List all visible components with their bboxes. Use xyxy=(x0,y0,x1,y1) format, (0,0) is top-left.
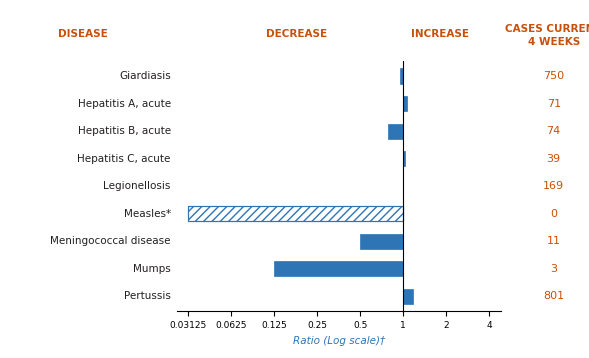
Text: 74: 74 xyxy=(547,126,561,136)
Bar xyxy=(388,124,403,139)
Text: Mumps: Mumps xyxy=(133,264,171,274)
Text: 169: 169 xyxy=(543,181,564,191)
Text: Hepatitis C, acute: Hepatitis C, acute xyxy=(77,154,171,164)
X-axis label: Ratio (Log scale)†: Ratio (Log scale)† xyxy=(293,336,385,346)
Text: Pertussis: Pertussis xyxy=(124,291,171,301)
Bar xyxy=(188,206,403,221)
Bar xyxy=(403,96,407,111)
Text: INCREASE: INCREASE xyxy=(411,29,469,39)
Text: 3: 3 xyxy=(550,264,557,274)
Bar xyxy=(188,206,403,221)
Text: 11: 11 xyxy=(547,236,561,246)
Text: Legionellosis: Legionellosis xyxy=(104,181,171,191)
Text: DISEASE: DISEASE xyxy=(58,29,107,39)
Text: 0: 0 xyxy=(550,209,557,219)
Bar xyxy=(400,68,403,83)
Text: CASES CURRENT
4 WEEKS: CASES CURRENT 4 WEEKS xyxy=(505,24,589,47)
Text: 801: 801 xyxy=(543,291,564,301)
Text: Hepatitis A, acute: Hepatitis A, acute xyxy=(78,98,171,108)
Bar xyxy=(403,289,413,304)
Text: DECREASE: DECREASE xyxy=(266,29,327,39)
Text: 39: 39 xyxy=(547,154,561,164)
Text: 750: 750 xyxy=(543,71,564,81)
Bar xyxy=(403,151,405,166)
Bar xyxy=(360,234,403,249)
Bar xyxy=(274,261,403,276)
Text: 71: 71 xyxy=(547,98,561,108)
Text: Meningococcal disease: Meningococcal disease xyxy=(50,236,171,246)
Text: Giardiasis: Giardiasis xyxy=(119,71,171,81)
Text: Measles*: Measles* xyxy=(124,209,171,219)
Text: Hepatitis B, acute: Hepatitis B, acute xyxy=(78,126,171,136)
